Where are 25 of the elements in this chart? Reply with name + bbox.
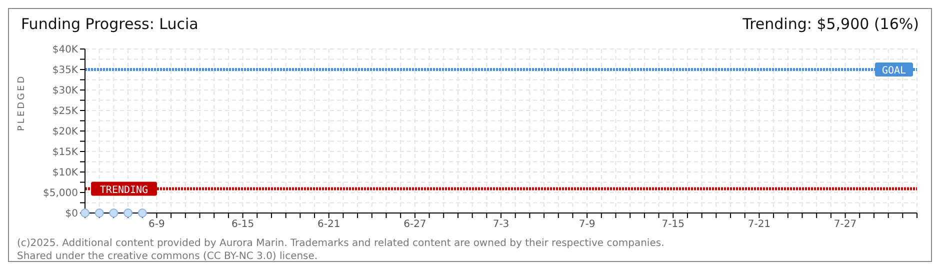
y-tick-label: $0 [65, 208, 78, 220]
chart-title: Funding Progress: Lucia [21, 15, 198, 33]
y-tick-label: $35K [52, 65, 78, 76]
y-tick-label: $5,000 [43, 188, 78, 200]
text: (c)2025. Additional content provided by Aurora Marin. Trademarks and related content are owned by their respective companies. [17, 237, 664, 250]
x-tick-label: 7-15 [662, 219, 684, 230]
x-tick-label: 6-21 [318, 219, 340, 230]
y-tick-label: $10K [52, 168, 78, 179]
y-tick-label: $25K [52, 106, 78, 118]
x-tick-label: 6-27 [404, 219, 426, 230]
x-tick-label: 7-3 [492, 219, 510, 230]
x-tick-label: 6-15 [231, 219, 254, 230]
x-tick-label: 6-9 [148, 219, 165, 230]
x-tick-label: 7-9 [578, 219, 596, 230]
y-tick-label: $15K [52, 147, 78, 158]
x-tick-label: 7-21 [748, 219, 771, 230]
ref-line-label: TRENDING [100, 184, 148, 196]
y-axis-title: PLEDGED [17, 74, 28, 131]
y-tick-label: $40K [52, 44, 78, 56]
ref-line-label: GOAL [882, 66, 906, 76]
x-tick-label: 7-27 [834, 219, 857, 230]
y-tick-label: $30K [52, 86, 78, 97]
chart-subtitle: Trending: $5,900 (16%) [742, 15, 919, 33]
y-tick-label: $20K [52, 126, 78, 138]
text: Shared under the creative commons (CC BY-NC 3.0) license. [17, 250, 319, 263]
